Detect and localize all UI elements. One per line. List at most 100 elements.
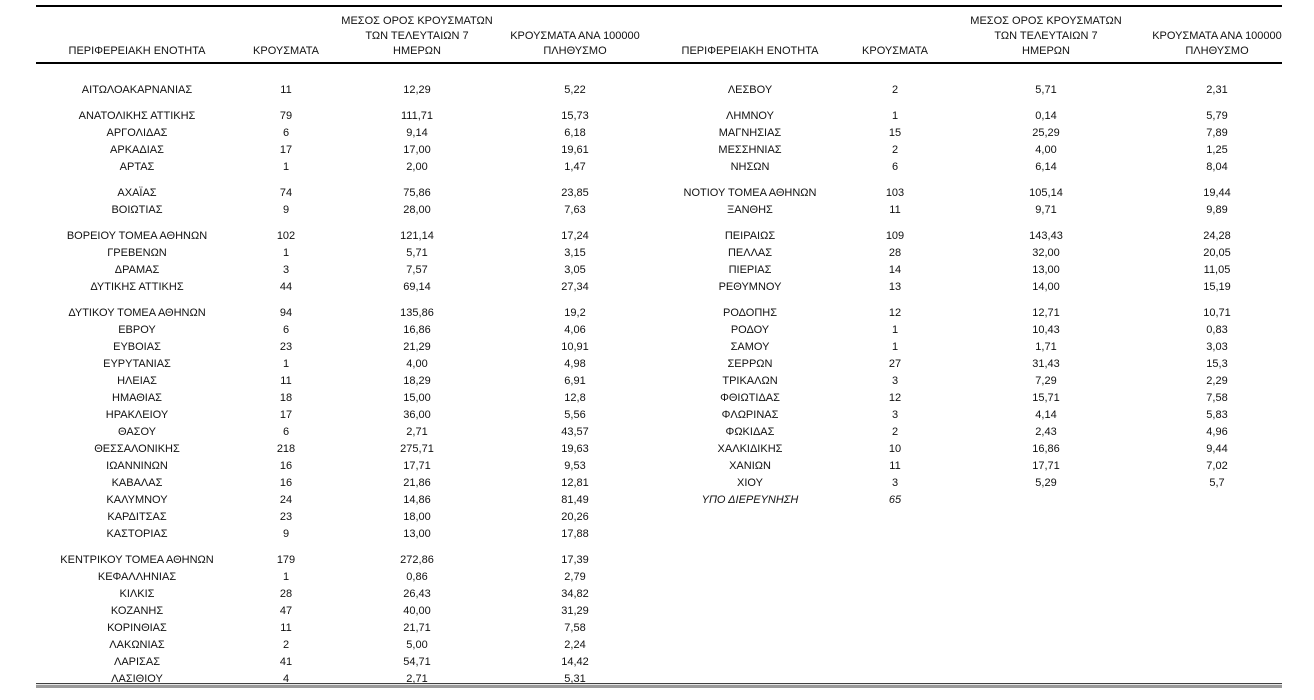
cases-table: ΠΕΡΙΦΕΡΕΙΑΚΗ ΕΝΟΤΗΤΑ ΚΡΟΥΣΜΑΤΑ ΜΕΣΟΣ ΟΡΟ… xyxy=(36,5,1282,688)
table-row: ΑΡΓΟΛΙΔΑΣ 6 9,14 6,18 ΜΑΓΝΗΣΙΑΣ 15 25,29 7,89 xyxy=(36,125,1282,142)
table-row: ΗΛΕΙΑΣ 11 18,29 6,91 ΤΡΙΚΑΛΩΝ 3 7,29 2,29 xyxy=(36,373,1282,390)
region-cell: ΔΥΤΙΚΗΣ ΑΤΤΙΚΗΣ xyxy=(90,281,184,293)
cases-cell: 11 xyxy=(280,84,292,96)
per100k-cell xyxy=(1152,552,1282,569)
per100k-cell: 1,47 xyxy=(564,161,586,173)
avg7-cell: 7,29 xyxy=(1035,375,1057,387)
per100k-cell: 9,44 xyxy=(1206,443,1228,455)
region-cell: ΙΩΑΝΝΙΝΩΝ xyxy=(106,460,168,472)
region-cell: ΛΑΚΩΝΙΑΣ xyxy=(109,639,165,651)
table-top-rule xyxy=(36,5,1282,7)
per100k-cell: 9,89 xyxy=(1206,204,1228,216)
region-cell: ΠΙΕΡΙΑΣ xyxy=(728,264,772,276)
region-cell: ΥΠΟ ΔΙΕΡΕΥΝΗΣΗ xyxy=(701,494,799,506)
avg7-cell: 14,00 xyxy=(1032,281,1060,293)
region-cell: ΑΡΚΑΔΙΑΣ xyxy=(110,144,164,156)
region-cell: ΞΑΝΘΗΣ xyxy=(727,204,773,216)
region-cell: ΡΟΔΟΥ xyxy=(730,324,770,336)
region-cell: ΧΑΝΙΩΝ xyxy=(729,460,771,472)
table-row: ΚΕΝΤΡΙΚΟΥ ΤΟΜΕΑ ΑΘΗΝΩΝ 179 272,86 17,39 xyxy=(36,552,1282,569)
avg7-cell: 2,71 xyxy=(406,673,428,685)
region-cell: ΚΑΡΔΙΤΣΑΣ xyxy=(107,511,167,523)
per100k-cell: 19,63 xyxy=(561,443,589,455)
avg7-cell: 28,00 xyxy=(403,204,431,216)
avg7-cell: 0,14 xyxy=(1035,110,1057,122)
per100k-cell: 3,05 xyxy=(564,264,586,276)
avg7-cell: 12,71 xyxy=(1032,307,1060,319)
per100k-cell: 5,7 xyxy=(1209,477,1225,489)
per100k-cell: 9,53 xyxy=(564,460,586,472)
cases-cell: 3 xyxy=(891,375,899,387)
cases-cell: 6 xyxy=(891,161,899,173)
per100k-cell: 5,31 xyxy=(564,673,586,685)
avg7-cell: 135,86 xyxy=(400,307,434,319)
avg7-cell xyxy=(940,526,1152,543)
cases-cell: 16 xyxy=(279,477,293,489)
per100k-cell: 8,04 xyxy=(1206,161,1228,173)
per100k-cell: 14,42 xyxy=(561,656,589,668)
avg7-cell xyxy=(940,552,1152,569)
cases-cell: 28 xyxy=(279,588,293,600)
cases-cell: 1 xyxy=(891,324,899,336)
table-row: ΒΟΙΩΤΙΑΣ 9 28,00 7,63 ΞΑΝΘΗΣ 11 9,71 9,89 xyxy=(36,202,1282,219)
header-avg7-right-line1: ΜΕΣΟΣ ΟΡΟΣ ΚΡΟΥΣΜΑΤΩΝ xyxy=(970,15,1122,27)
region-cell: ΒΟΙΩΤΙΑΣ xyxy=(111,204,163,216)
header-region-left: ΠΕΡΙΦΕΡΕΙΑΚΗ ΕΝΟΤΗΤΑ xyxy=(36,44,238,62)
header-cases-left: ΚΡΟΥΣΜΑΤΑ xyxy=(238,44,334,62)
region-cell: ΣΕΡΡΩΝ xyxy=(727,358,773,370)
cases-cell: 109 xyxy=(885,230,905,242)
per100k-cell: 15,73 xyxy=(561,110,589,122)
per100k-cell: 2,29 xyxy=(1206,375,1228,387)
table-row: ΔΥΤΙΚΟΥ ΤΟΜΕΑ ΑΘΗΝΩΝ 94 135,86 19,2 ΡΟΔΟΠΗΣ 1… xyxy=(36,305,1282,322)
region-cell: ΡΟΔΟΠΗΣ xyxy=(722,307,778,319)
region-cell xyxy=(650,586,850,603)
cases-cell xyxy=(850,569,940,586)
avg7-cell: 16,86 xyxy=(1032,443,1060,455)
region-cell xyxy=(650,603,850,620)
table-row: ΕΥΡΥΤΑΝΙΑΣ 1 4,00 4,98 ΣΕΡΡΩΝ 27 31,43 15,3 xyxy=(36,356,1282,373)
cases-cell: 28 xyxy=(888,247,902,259)
region-cell: ΤΡΙΚΑΛΩΝ xyxy=(722,375,778,387)
region-cell: ΗΜΑΘΙΑΣ xyxy=(112,392,162,404)
avg7-cell: 5,29 xyxy=(1035,477,1057,489)
avg7-cell: 14,86 xyxy=(403,494,431,506)
cases-cell: 17 xyxy=(279,144,293,156)
avg7-cell: 0,86 xyxy=(406,571,428,583)
per100k-cell: 5,79 xyxy=(1206,110,1228,122)
region-cell: ΧΙΟΥ xyxy=(737,477,763,489)
avg7-cell: 18,00 xyxy=(403,511,431,523)
per100k-cell: 19,44 xyxy=(1203,187,1231,199)
per100k-cell: 34,82 xyxy=(561,588,589,600)
avg7-cell: 21,29 xyxy=(403,341,431,353)
group-spacer xyxy=(36,176,1282,185)
region-cell: ΑΡΓΟΛΙΔΑΣ xyxy=(106,127,168,139)
region-cell xyxy=(650,526,850,543)
region-cell: ΒΟΡΕΙΟΥ ΤΟΜΕΑ ΑΘΗΝΩΝ xyxy=(66,230,208,242)
region-cell: ΝΗΣΩΝ xyxy=(730,161,770,173)
cases-cell: 94 xyxy=(279,307,293,319)
table-row: ΗΡΑΚΛΕΙΟΥ 17 36,00 5,56 ΦΛΩΡΙΝΑΣ 3 4,14 5,83 xyxy=(36,407,1282,424)
avg7-cell: 1,71 xyxy=(1035,341,1057,353)
avg7-cell: 18,29 xyxy=(403,375,431,387)
per100k-cell: 43,57 xyxy=(561,426,589,438)
group-spacer xyxy=(36,99,1282,108)
per100k-cell: 27,34 xyxy=(561,281,589,293)
table-row: ΘΕΣΣΑΛΟΝΙΚΗΣ 218 275,71 19,63 ΧΑΛΚΙΔΙΚΗΣ 10 16… xyxy=(36,441,1282,458)
per100k-cell: 19,2 xyxy=(564,307,586,319)
header-region-right-label: ΠΕΡΙΦΕΡΕΙΑΚΗ ΕΝΟΤΗΤΑ xyxy=(681,45,819,57)
avg7-cell xyxy=(940,586,1152,603)
cases-cell: 218 xyxy=(276,443,296,455)
cases-cell: 11 xyxy=(280,622,292,634)
avg7-cell xyxy=(940,603,1152,620)
header-region-right: ΠΕΡΙΦΕΡΕΙΑΚΗ ΕΝΟΤΗΤΑ xyxy=(650,44,850,62)
avg7-cell: 121,14 xyxy=(400,230,434,242)
cases-cell: 11 xyxy=(889,460,901,472)
cases-cell: 3 xyxy=(282,264,290,276)
avg7-cell: 17,71 xyxy=(1032,460,1060,472)
table-row: ΔΡΑΜΑΣ 3 7,57 3,05 ΠΙΕΡΙΑΣ 14 13,00 11,05 xyxy=(36,262,1282,279)
avg7-cell: 40,00 xyxy=(403,605,431,617)
header-avg7-left: ΜΕΣΟΣ ΟΡΟΣ ΚΡΟΥΣΜΑΤΩΝ ΤΩΝ ΤΕΛΕΥΤΑΙΩΝ 7 Η… xyxy=(334,14,500,62)
region-cell: ΚΑΣΤΟΡΙΑΣ xyxy=(106,528,168,540)
region-cell: ΜΑΓΝΗΣΙΑΣ xyxy=(718,127,782,139)
cases-cell: 1 xyxy=(891,341,899,353)
